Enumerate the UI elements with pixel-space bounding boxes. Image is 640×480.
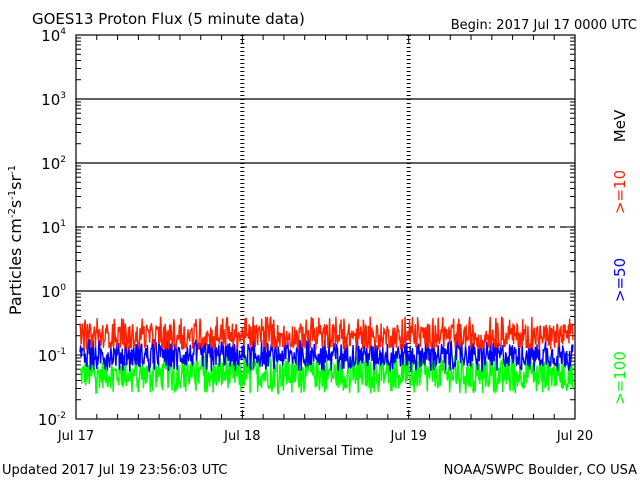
- y-tick-label: 10-2: [38, 411, 66, 429]
- updated-timestamp: Updated 2017 Jul 19 23:56:03 UTC: [2, 463, 227, 478]
- x-tick-label: Jul 19: [389, 429, 426, 444]
- data-source: NOAA/SWPC Boulder, CO USA: [444, 463, 637, 478]
- series-line: [79, 353, 574, 395]
- legend-entry: >=10: [611, 170, 629, 214]
- x-tick-label: Jul 20: [556, 429, 593, 444]
- x-tick-label: Jul 18: [223, 429, 260, 444]
- energy-legend: MeV >=10 >=50 >=100: [611, 109, 629, 405]
- y-tick-label: 102: [41, 155, 66, 173]
- x-tick-label: Jul 17: [57, 429, 94, 444]
- legend-entry: >=100: [611, 351, 629, 405]
- y-tick-label: 10-1: [38, 347, 66, 365]
- legend-entry: >=50: [611, 258, 629, 302]
- chart-title: GOES13 Proton Flux (5 minute data): [32, 10, 305, 28]
- begin-time: Begin: 2017 Jul 17 0000 UTC: [451, 18, 637, 33]
- x-axis-label: Universal Time: [277, 444, 374, 459]
- y-tick-label: 100: [41, 283, 66, 301]
- y-tick-label: 104: [41, 27, 66, 45]
- y-axis-label: Particles cm-2s-1sr-1: [6, 165, 25, 315]
- series-line: [79, 315, 574, 352]
- y-tick-label: 101: [41, 219, 66, 237]
- legend-unit: MeV: [611, 109, 629, 142]
- plot-frame: [75, 34, 576, 420]
- y-tick-label: 103: [41, 91, 66, 109]
